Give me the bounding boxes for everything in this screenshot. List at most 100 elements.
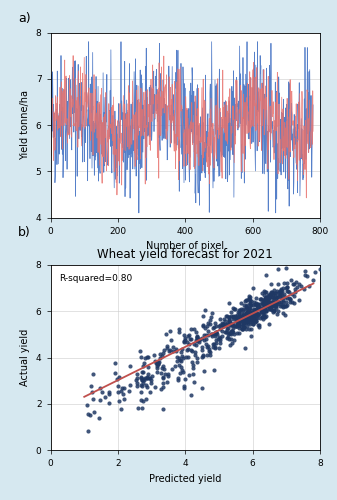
Yield <box>234 322 239 330</box>
Yield <box>256 323 262 331</box>
Yield <box>278 302 283 310</box>
Yield <box>247 320 252 328</box>
Yield <box>157 354 163 362</box>
Yield <box>210 330 215 338</box>
Yield <box>267 298 272 306</box>
Yield <box>238 313 243 321</box>
Yield <box>154 360 159 368</box>
Yield <box>274 298 279 306</box>
Yield <box>297 296 302 304</box>
Yield <box>261 291 267 299</box>
Yield <box>160 374 165 382</box>
Yield <box>253 318 258 326</box>
Yield <box>242 344 248 351</box>
Yield <box>278 288 284 296</box>
Yield <box>185 354 191 362</box>
Yield <box>191 326 197 334</box>
Yield <box>232 336 237 344</box>
Yield <box>237 312 242 320</box>
Yield <box>224 334 230 342</box>
Y-axis label: Yield tonne/ha: Yield tonne/ha <box>20 90 30 160</box>
Yield <box>267 290 273 298</box>
Yield <box>226 335 232 343</box>
Yield <box>121 394 126 402</box>
Yield <box>247 304 252 312</box>
Yield <box>277 291 283 299</box>
Yield <box>160 404 166 412</box>
Yield <box>270 302 275 310</box>
Yield <box>177 368 182 376</box>
Yield <box>212 332 217 340</box>
Yield <box>241 320 246 328</box>
Yield <box>225 330 231 338</box>
Yield <box>247 312 252 320</box>
Yield <box>212 330 217 338</box>
Yield <box>225 324 231 332</box>
Yield <box>236 320 241 328</box>
Yield <box>246 318 251 326</box>
Yield <box>144 373 149 381</box>
Yield <box>96 414 101 422</box>
Yield <box>202 324 208 332</box>
Yield <box>247 294 252 302</box>
Yield <box>257 314 262 322</box>
Yield <box>235 314 240 322</box>
Yield <box>203 336 209 344</box>
Yield <box>284 283 289 291</box>
Yield <box>304 272 309 280</box>
Yield <box>240 312 246 320</box>
Yield <box>155 360 160 368</box>
Yield <box>141 359 147 367</box>
Yield <box>240 305 245 313</box>
Yield <box>116 398 121 406</box>
Yield <box>229 327 235 335</box>
Yield <box>273 304 279 312</box>
Yield <box>263 306 269 314</box>
Yield <box>238 322 244 330</box>
Yield <box>234 316 239 324</box>
Yield <box>262 302 267 310</box>
Yield <box>270 298 275 306</box>
Yield <box>226 313 232 321</box>
Yield <box>238 299 244 307</box>
Yield <box>230 324 236 332</box>
X-axis label: Predicted yield: Predicted yield <box>149 474 221 484</box>
Yield <box>248 301 253 309</box>
Yield <box>289 298 294 306</box>
Yield <box>235 314 241 322</box>
Yield <box>240 320 245 328</box>
Yield <box>201 312 206 320</box>
Yield <box>224 326 229 334</box>
Yield <box>212 366 217 374</box>
Yield <box>230 320 235 328</box>
Yield <box>237 324 242 332</box>
Yield <box>175 353 180 361</box>
Yield <box>241 312 246 320</box>
Yield <box>275 280 281 288</box>
Yield <box>277 293 282 301</box>
Yield <box>273 298 278 306</box>
Yield <box>269 299 275 307</box>
Yield <box>238 306 243 314</box>
Yield <box>283 298 288 306</box>
Yield <box>181 382 187 390</box>
Yield <box>213 328 218 336</box>
Yield <box>271 292 276 300</box>
Yield <box>247 318 252 326</box>
Yield <box>259 307 264 315</box>
Yield <box>190 358 195 366</box>
Yield <box>255 302 261 310</box>
Yield <box>236 309 242 317</box>
Yield <box>194 336 199 344</box>
Yield <box>239 306 244 314</box>
Yield <box>263 294 268 302</box>
Yield <box>217 336 222 344</box>
Yield <box>285 287 290 295</box>
Yield <box>106 400 112 407</box>
Yield <box>235 322 240 330</box>
Yield <box>228 330 234 338</box>
Yield <box>237 306 242 314</box>
Yield <box>299 282 304 290</box>
Yield <box>251 312 257 320</box>
Yield <box>241 324 247 332</box>
